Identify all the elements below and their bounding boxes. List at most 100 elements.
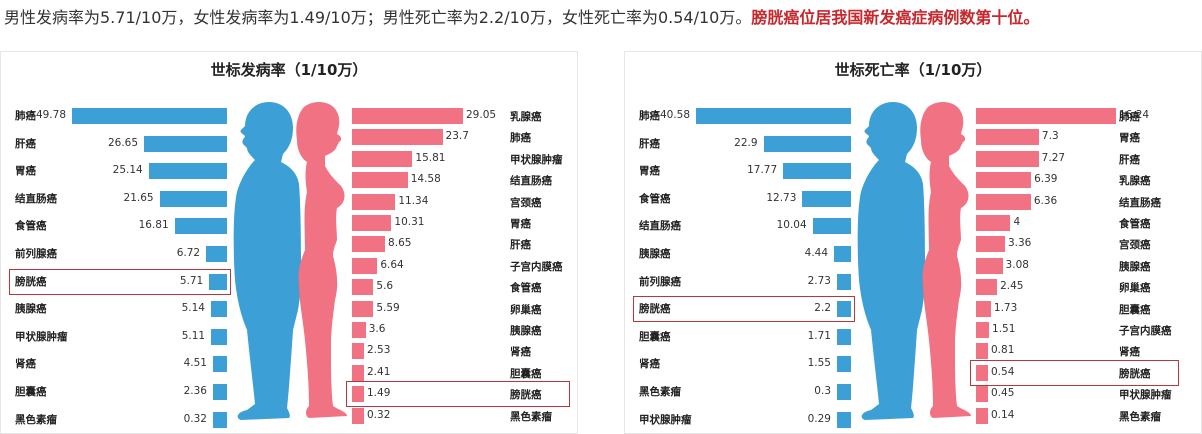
male-value-label: 4.44 — [804, 247, 829, 259]
male-value-label: 0.3 — [814, 385, 831, 397]
male-bar — [209, 273, 227, 290]
female-bar — [976, 108, 1116, 124]
male-value-label: 6.72 — [176, 247, 201, 259]
female-value-label: 16.24 — [1119, 109, 1150, 121]
male-value-label: 49.78 — [35, 109, 66, 121]
female-category-label: 肺癌 — [1119, 111, 1140, 123]
male-bar — [206, 246, 227, 262]
highlight-box-male — [9, 268, 231, 295]
female-bar — [352, 129, 443, 146]
female-value-label: 5.6 — [376, 280, 394, 293]
male-category-label: 甲状腺肿瘤 — [15, 330, 68, 343]
caption: 男性发病率为5.71/10万，女性发病率为1.49/10万；男性死亡率为2.2/… — [4, 6, 1202, 30]
male-value-label: 2.36 — [183, 385, 207, 397]
female-value-label: 1.51 — [992, 323, 1016, 335]
male-value-label: 1.71 — [807, 329, 831, 342]
female-value-label: 0.54 — [991, 365, 1015, 378]
male-value-label: 26.65 — [107, 136, 139, 149]
female-value-label: 6.39 — [1034, 173, 1058, 186]
female-category-label: 肝癌 — [1119, 153, 1140, 166]
female-bar — [976, 129, 1039, 146]
female-value-label: 6.64 — [380, 258, 404, 271]
male-category-label: 膀胱癌 — [15, 275, 47, 288]
female-category-label: 乳腺癌 — [1119, 175, 1151, 188]
female-category-label: 胃癌 — [510, 218, 531, 230]
female-bar — [352, 364, 364, 381]
female-bar — [976, 364, 988, 381]
female-value-label: 0.81 — [991, 344, 1015, 357]
female-value-label: 3.6 — [368, 323, 386, 335]
female-category-label: 膀胱癌 — [510, 389, 542, 402]
male-category-label: 胃癌 — [639, 165, 660, 178]
female-bar — [976, 150, 1039, 167]
male-bar — [783, 163, 851, 180]
male-bar — [802, 190, 851, 207]
female-bar — [976, 172, 1032, 189]
male-value-label: 0.32 — [183, 412, 207, 425]
female-value-label: 14.58 — [410, 173, 441, 186]
female-value-label: 29.05 — [466, 109, 497, 121]
male-category-label: 甲状腺肿瘤 — [639, 413, 692, 426]
female-bar — [352, 386, 364, 403]
female-silhouette-icon — [920, 102, 971, 418]
caption-text: 男性发病率为5.71/10万，女性发病率为1.49/10万；男性死亡率为2.2/… — [4, 8, 752, 27]
male-category-label: 肾癌 — [639, 358, 660, 371]
male-value-label: 5.71 — [179, 274, 204, 287]
female-category-label: 肺癌 — [510, 132, 531, 145]
male-category-label: 结直肠癌 — [15, 192, 57, 205]
male-value-label: 40.58 — [659, 109, 690, 121]
caption-highlight: 膀胱癌位居我国新发癌症病例数第十位。 — [751, 8, 1040, 27]
female-value-label: 2.45 — [1000, 280, 1024, 293]
male-category-label: 胰腺癌 — [639, 248, 671, 260]
male-value-label: 2.73 — [807, 274, 831, 287]
male-category-label: 黑色素瘤 — [639, 386, 681, 398]
male-bar — [144, 135, 227, 152]
male-value-label: 21.65 — [123, 191, 154, 204]
male-value-label: 2.2 — [814, 302, 831, 315]
female-value-label: 6.36 — [1033, 194, 1058, 207]
female-bar — [976, 386, 988, 403]
male-bar — [834, 246, 851, 262]
female-category-label: 卵巢癌 — [1119, 282, 1151, 295]
male-category-label: 肝癌 — [15, 137, 36, 150]
male-bar — [211, 328, 227, 345]
male-bar — [148, 163, 227, 180]
male-bar — [212, 356, 227, 373]
female-category-label: 子宫内膜癌 — [1119, 325, 1172, 337]
male-bar — [210, 301, 227, 318]
female-bar — [352, 407, 364, 424]
female-value-label: 23.7 — [445, 130, 469, 143]
male-category-label: 结直肠癌 — [639, 220, 681, 233]
female-bar — [976, 300, 991, 317]
female-category-label: 胰腺癌 — [510, 325, 542, 337]
female-bar — [352, 172, 408, 189]
male-bar — [174, 218, 227, 235]
mortality-chart-title: 世标死亡率（1/10万） — [834, 61, 992, 79]
male-silhouette-icon — [857, 102, 925, 420]
female-value-label: 0.14 — [991, 408, 1015, 421]
male-category-label: 食管癌 — [15, 220, 47, 233]
female-category-label: 黑色素瘤 — [510, 410, 552, 423]
female-bar — [976, 215, 1011, 231]
female-category-label: 胃癌 — [1119, 132, 1140, 145]
female-category-label: 乳腺癌 — [510, 111, 542, 123]
female-value-label: 0.45 — [991, 387, 1015, 400]
female-category-label: 黑色素瘤 — [1119, 410, 1161, 423]
highlight-box-male — [633, 296, 855, 323]
female-value-label: 7.3 — [1041, 130, 1059, 143]
female-value-label: 3.08 — [1005, 258, 1029, 271]
incidence-panel: 世标发病率（1/10万） 肺癌 49.78 肝癌 26.65 胃癌 25.14 结直肠癌 21… — [0, 51, 578, 434]
female-bar — [352, 300, 374, 317]
male-category-label: 肝癌 — [639, 137, 660, 150]
female-category-label: 肾癌 — [1119, 346, 1140, 359]
male-value-label: 17.77 — [747, 164, 778, 177]
male-value-label: 25.14 — [112, 164, 143, 177]
female-category-label: 胆囊癌 — [510, 367, 542, 380]
male-bar — [213, 411, 227, 428]
female-value-label: 10.31 — [394, 216, 425, 228]
female-category-label: 卵巢癌 — [510, 303, 542, 316]
female-category-label: 宫颈癌 — [510, 196, 542, 209]
female-category-label: 肝癌 — [510, 239, 531, 252]
female-bar — [976, 279, 998, 296]
male-category-label: 前列腺癌 — [639, 275, 681, 288]
